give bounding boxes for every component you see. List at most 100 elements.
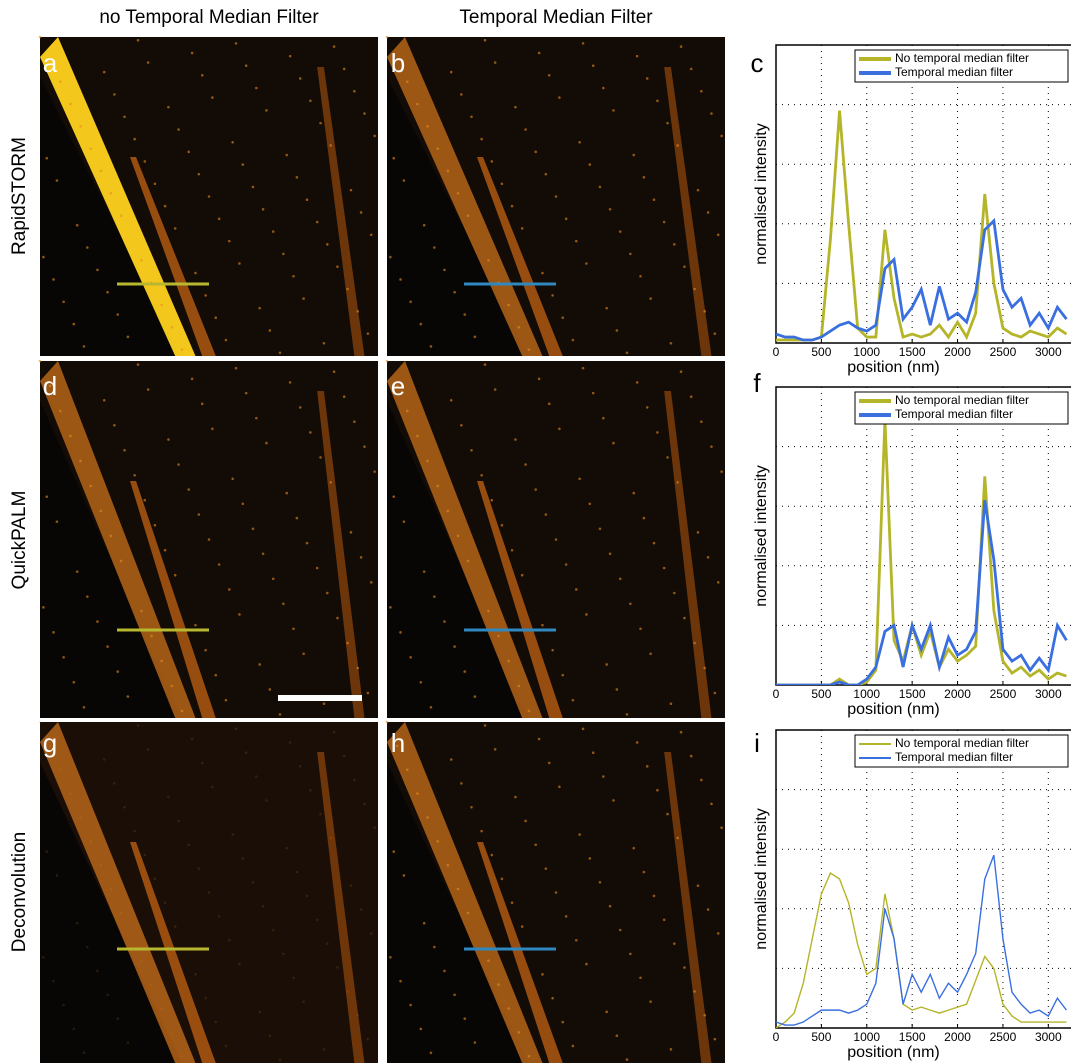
speckle bbox=[456, 534, 460, 538]
filament bbox=[317, 752, 365, 1063]
speckle bbox=[585, 613, 588, 616]
speckle bbox=[629, 952, 632, 956]
speckle bbox=[265, 799, 268, 802]
speckle bbox=[544, 867, 548, 870]
speckle bbox=[527, 348, 531, 351]
speckle bbox=[298, 406, 302, 409]
speckle bbox=[656, 788, 659, 792]
speckle bbox=[703, 310, 707, 313]
speckle bbox=[363, 445, 366, 448]
filament bbox=[317, 391, 365, 718]
speckle bbox=[470, 805, 473, 809]
speckle bbox=[72, 322, 76, 326]
x-tick-label: 1500 bbox=[899, 687, 926, 701]
speckle bbox=[72, 681, 76, 684]
x-tick-label: 2500 bbox=[990, 687, 1017, 701]
speckle bbox=[96, 620, 99, 623]
speckle bbox=[309, 99, 312, 103]
speckle bbox=[143, 853, 147, 857]
speckle bbox=[706, 211, 710, 214]
speckle bbox=[524, 128, 527, 131]
speckle bbox=[79, 459, 82, 463]
speckle bbox=[534, 843, 538, 847]
speckle bbox=[116, 313, 120, 316]
speckle bbox=[446, 509, 450, 513]
speckle bbox=[126, 695, 130, 698]
speckle bbox=[265, 441, 268, 445]
speckle bbox=[642, 176, 646, 179]
speckle bbox=[106, 645, 109, 648]
speckle bbox=[635, 54, 639, 58]
speckle bbox=[251, 880, 255, 884]
speckle bbox=[436, 147, 440, 150]
speckle bbox=[645, 77, 649, 80]
speckle bbox=[207, 195, 211, 198]
speckle bbox=[288, 741, 292, 744]
speckle bbox=[75, 223, 79, 227]
speckle bbox=[197, 867, 201, 870]
speckle bbox=[349, 531, 353, 534]
speckle bbox=[48, 58, 52, 61]
speckle bbox=[419, 681, 423, 684]
speckle bbox=[109, 192, 113, 195]
speckle bbox=[170, 325, 174, 329]
speckle bbox=[585, 262, 588, 265]
speckle bbox=[581, 42, 585, 45]
speckle bbox=[136, 724, 140, 727]
speckle bbox=[319, 812, 322, 816]
speckle bbox=[395, 58, 399, 61]
speckle bbox=[315, 566, 319, 570]
speckle bbox=[153, 523, 157, 527]
speckle bbox=[69, 102, 72, 106]
speckle bbox=[116, 1017, 120, 1020]
row-label: QuickPALM bbox=[9, 491, 30, 590]
speckle bbox=[133, 829, 136, 833]
speckle bbox=[615, 1034, 619, 1038]
speckle bbox=[588, 502, 592, 506]
speckle bbox=[38, 35, 42, 39]
speckle bbox=[669, 341, 673, 345]
speckle bbox=[656, 99, 659, 103]
speckle bbox=[409, 656, 412, 659]
speckle bbox=[160, 1007, 163, 1010]
speckle bbox=[524, 463, 527, 466]
speckle bbox=[541, 623, 544, 627]
speckle bbox=[146, 61, 150, 64]
speckle bbox=[605, 1010, 608, 1014]
speckle bbox=[359, 556, 363, 559]
speckle bbox=[319, 456, 322, 459]
speckle bbox=[140, 959, 143, 962]
filament bbox=[130, 481, 216, 718]
speckle bbox=[180, 1054, 184, 1058]
speckle bbox=[322, 1048, 326, 1051]
speckle bbox=[673, 942, 676, 945]
speckle bbox=[244, 751, 248, 754]
speckle bbox=[146, 747, 150, 751]
speckle bbox=[302, 1000, 305, 1003]
speckle bbox=[419, 322, 423, 326]
speckle bbox=[359, 211, 363, 214]
speckle bbox=[204, 996, 207, 1000]
speckle bbox=[106, 290, 109, 294]
speckle bbox=[517, 1031, 521, 1034]
speckle bbox=[55, 179, 59, 182]
speckle bbox=[180, 709, 184, 713]
speckle bbox=[309, 431, 312, 434]
speckle bbox=[285, 153, 289, 157]
speckle bbox=[449, 758, 453, 761]
speckle bbox=[113, 782, 116, 785]
speckle bbox=[405, 409, 409, 413]
x-tick-label: 1500 bbox=[899, 1030, 926, 1044]
speckle bbox=[62, 300, 65, 304]
speckle bbox=[282, 602, 285, 606]
panel-label: i bbox=[754, 728, 760, 758]
speckle bbox=[716, 932, 720, 935]
speckle bbox=[62, 656, 65, 659]
speckle bbox=[180, 348, 184, 351]
speckle bbox=[326, 243, 329, 246]
speckle bbox=[211, 96, 214, 99]
speckle bbox=[632, 153, 636, 157]
speckle bbox=[689, 754, 693, 758]
speckle bbox=[136, 363, 140, 366]
